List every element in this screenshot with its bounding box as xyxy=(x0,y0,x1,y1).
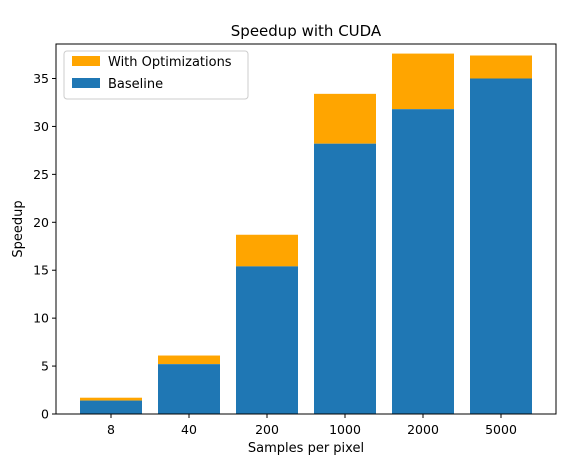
plot-frame xyxy=(55,43,557,415)
bar-baseline-8 xyxy=(80,400,142,414)
x-tick-label: 8 xyxy=(107,422,115,437)
y-tick-label: 10 xyxy=(33,311,49,326)
bar-baseline-40 xyxy=(158,364,220,414)
y-tick-label: 20 xyxy=(33,215,49,230)
y-tick-label: 30 xyxy=(33,119,49,134)
bar-with-optimizations-200 xyxy=(236,234,298,267)
x-axis-ticks: 8 40 200 1000 2000 5000 xyxy=(107,414,517,437)
legend-label-baseline: Baseline xyxy=(108,77,163,92)
x-tick-label: 2000 xyxy=(407,422,439,437)
y-tick-label: 5 xyxy=(41,359,49,374)
x-tick-label: 5000 xyxy=(485,422,517,437)
x-tick-label: 40 xyxy=(181,422,197,437)
bar-with-optimizations-1000 xyxy=(314,93,376,144)
bar-baseline-1000 xyxy=(314,143,376,414)
x-tick-label: 200 xyxy=(255,422,279,437)
bar-with-optimizations-40 xyxy=(158,355,220,365)
legend-box xyxy=(63,50,249,100)
bar-with-optimizations-2000 xyxy=(392,53,454,110)
legend: With Optimizations Baseline xyxy=(63,50,249,100)
bars-group xyxy=(80,53,532,415)
y-axis-ticks: 0 5 10 15 20 25 30 35 xyxy=(33,71,56,422)
y-tick-label: 0 xyxy=(41,407,49,422)
legend-label-with-optimizations: With Optimizations xyxy=(108,55,232,70)
legend-swatch-with-optimizations xyxy=(72,56,100,66)
y-tick-label: 15 xyxy=(33,263,49,278)
bar-baseline-200 xyxy=(236,266,298,414)
x-tick-label: 1000 xyxy=(329,422,361,437)
x-axis-label: Samples per pixel xyxy=(248,441,364,456)
legend-swatch-baseline xyxy=(72,78,100,88)
bar-baseline-2000 xyxy=(392,109,454,415)
chart-title: Speedup with CUDA xyxy=(231,22,382,40)
y-axis-label: Speedup xyxy=(11,200,26,257)
y-tick-label: 35 xyxy=(33,71,49,86)
bar-baseline-5000 xyxy=(470,78,532,414)
bar-with-optimizations-8 xyxy=(80,397,142,401)
bar-with-optimizations-5000 xyxy=(470,55,532,79)
y-tick-label: 25 xyxy=(33,167,49,182)
